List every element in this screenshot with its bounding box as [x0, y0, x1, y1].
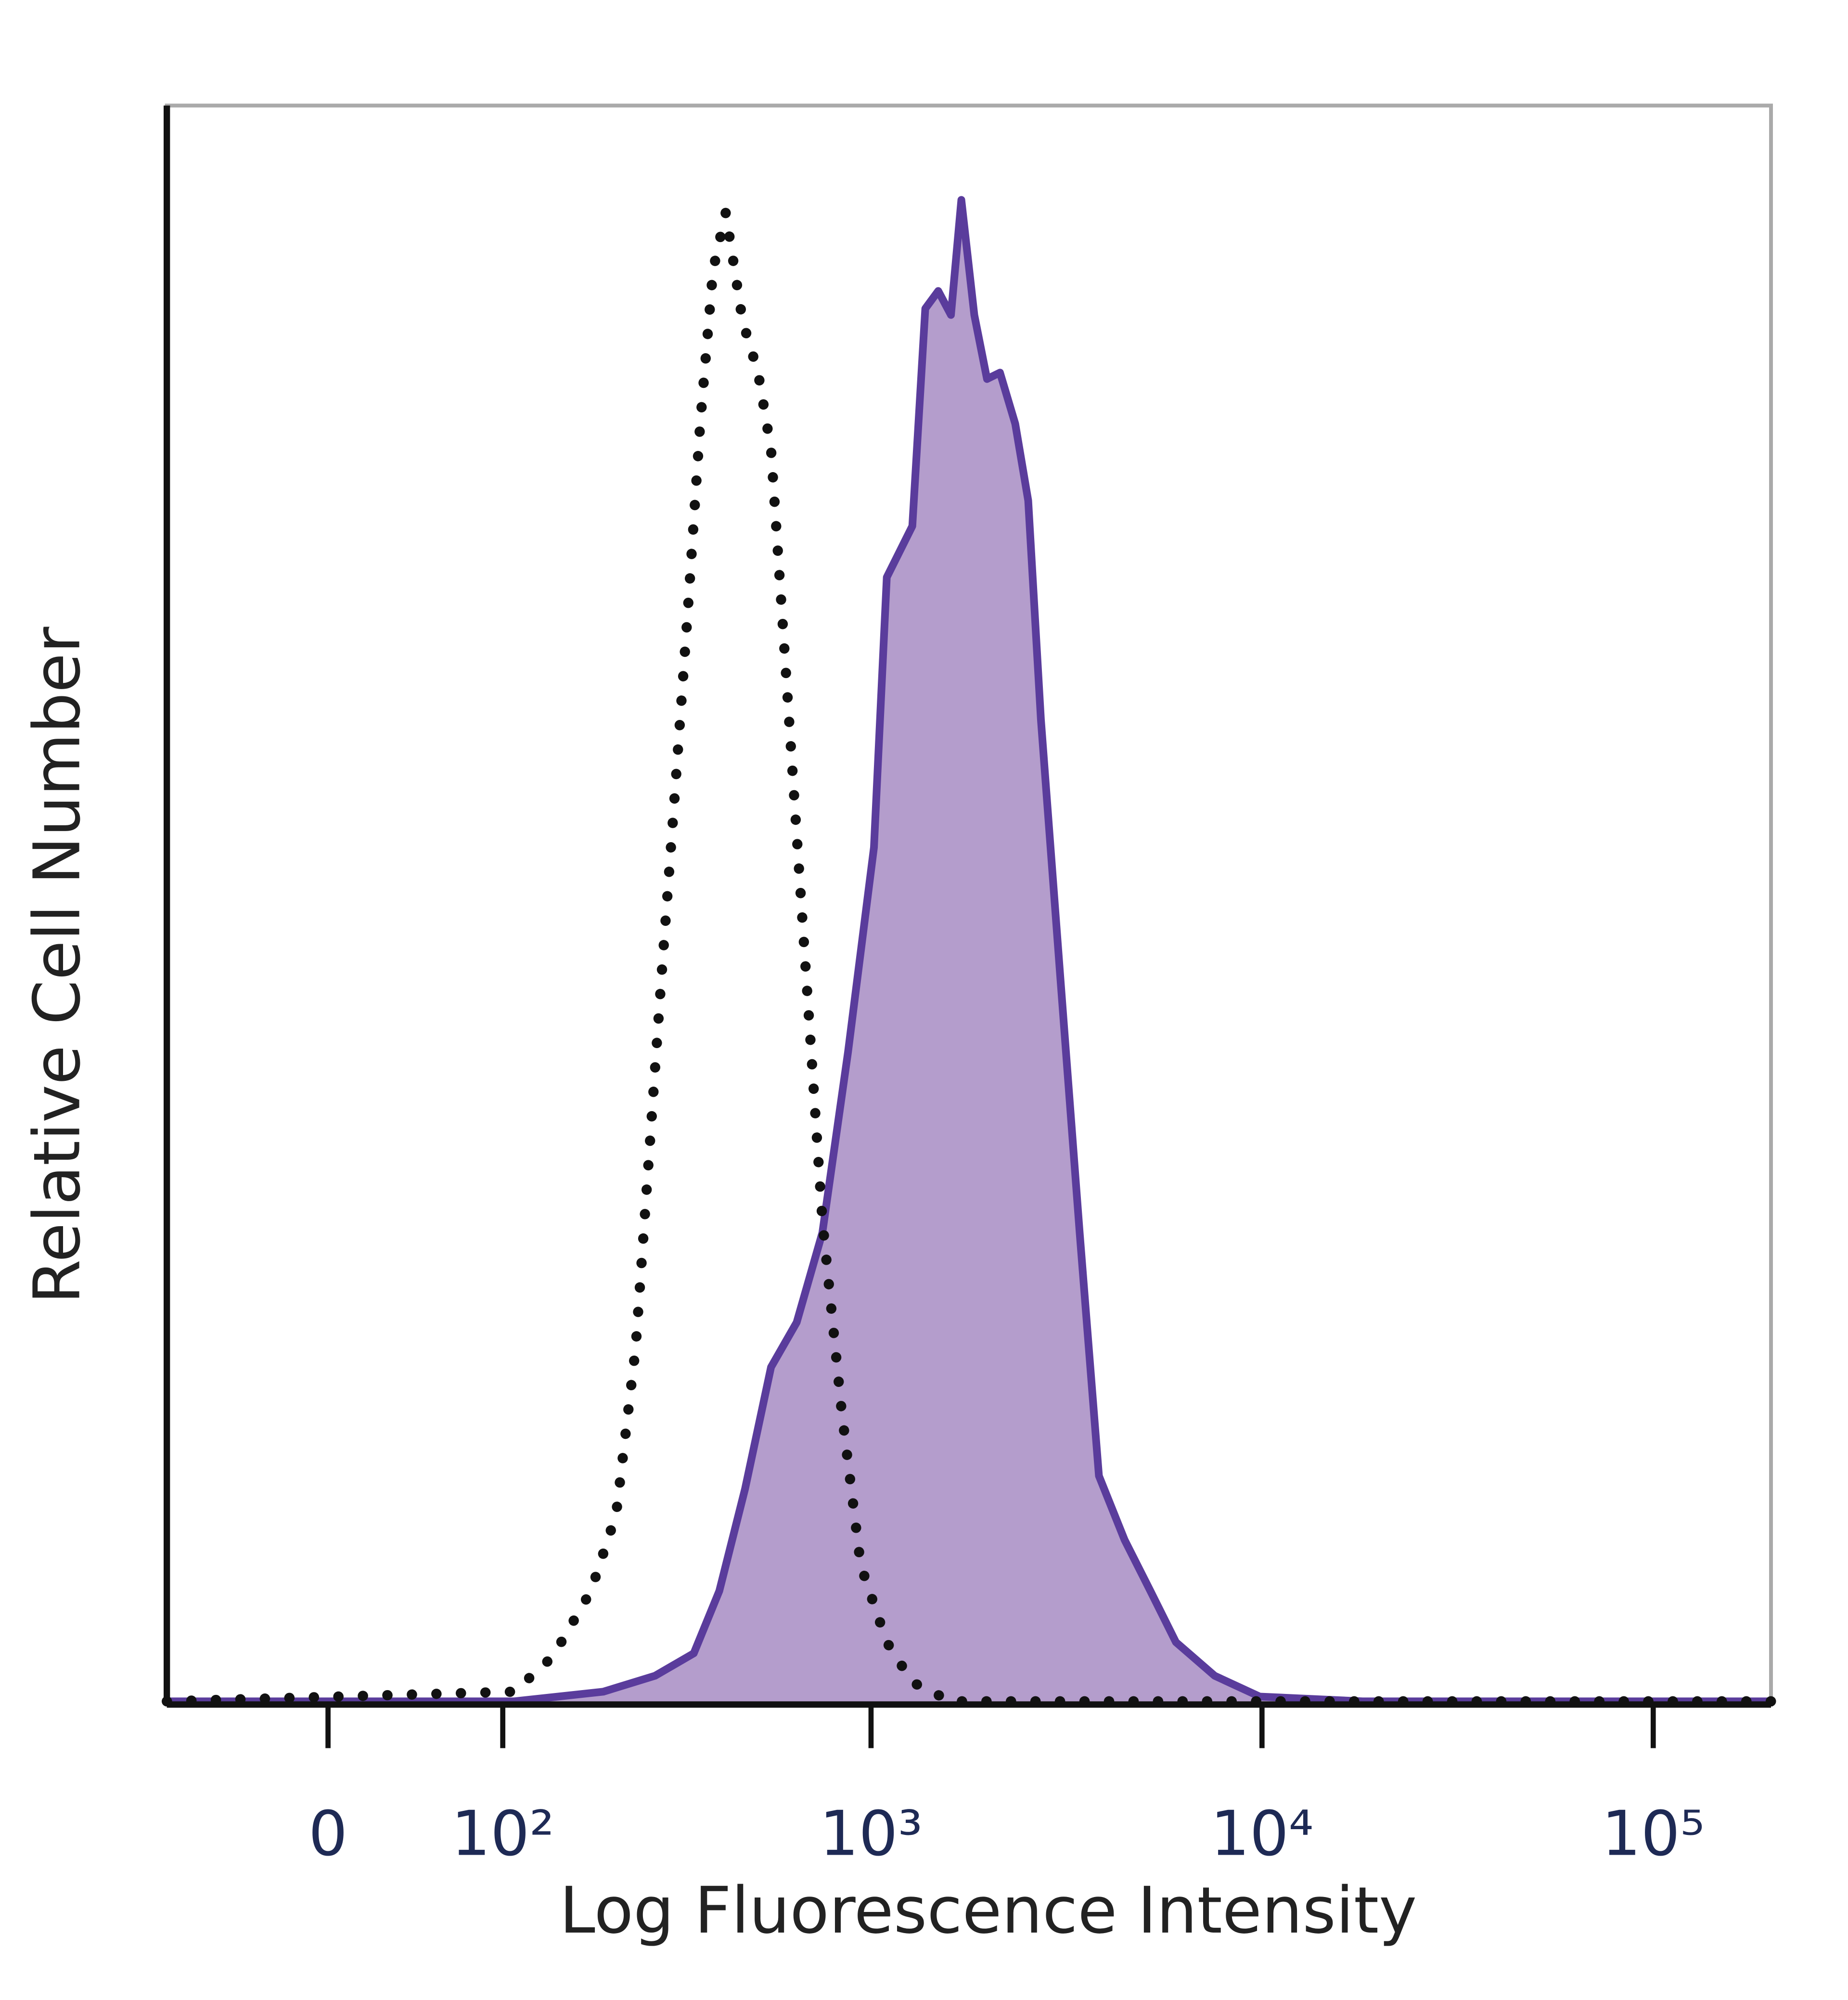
y-axis-label: Relative Cell Number — [20, 627, 95, 1304]
histogram-line — [161, 207, 1776, 1706]
x-tick-label: 10³ — [820, 1798, 923, 1870]
x-tick-label: 10² — [451, 1798, 554, 1870]
x-tick-label: 10⁴ — [1210, 1798, 1313, 1870]
x-tick-label: 0 — [308, 1798, 347, 1870]
histogram-area — [167, 200, 1771, 1705]
x-tick-label: 10⁵ — [1602, 1798, 1705, 1870]
x-axis-label: Log Fluorescence Intensity — [560, 1873, 1417, 1948]
histogram-line — [163, 196, 1775, 1705]
